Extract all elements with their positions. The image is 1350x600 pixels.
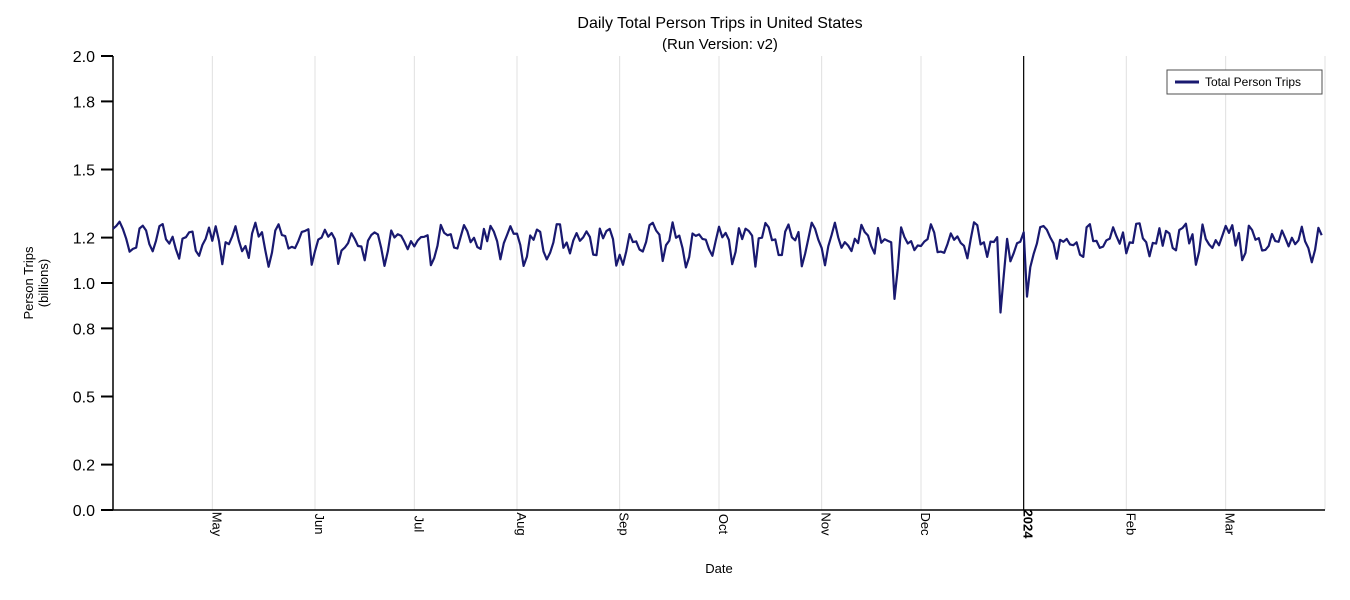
ytick-label: 0.5 bbox=[73, 390, 95, 407]
ytick-label: 1.0 bbox=[73, 276, 95, 293]
xtick-label: Mar bbox=[1223, 513, 1238, 536]
xtick-label: Oct bbox=[716, 514, 731, 535]
xtick-label: Feb bbox=[1123, 513, 1138, 535]
chart-container: Daily Total Person Trips in United State… bbox=[0, 0, 1350, 600]
ytick-label: 2.0 bbox=[73, 49, 95, 66]
ytick-label: 0.2 bbox=[73, 458, 95, 475]
xtick-label: Jul bbox=[411, 516, 426, 533]
xtick-label: May bbox=[209, 512, 224, 537]
xtick-label: Sep bbox=[617, 512, 632, 535]
ytick-label: 1.8 bbox=[73, 94, 95, 111]
ytick-label: 0.8 bbox=[73, 321, 95, 338]
chart-subtitle: (Run Version: v2) bbox=[662, 36, 778, 53]
xtick-label: Jun bbox=[312, 514, 327, 535]
ytick-label: 1.2 bbox=[73, 231, 95, 248]
ytick-label: 1.5 bbox=[73, 163, 95, 180]
ytick-label: 0.0 bbox=[73, 503, 95, 520]
x-axis-label: Date bbox=[705, 561, 732, 576]
legend-label: Total Person Trips bbox=[1205, 75, 1301, 89]
xtick-label: Aug bbox=[514, 512, 529, 535]
svg-text:(billions): (billions) bbox=[36, 259, 51, 307]
xtick-label: 2024 bbox=[1021, 510, 1036, 540]
xtick-label: Nov bbox=[819, 512, 834, 536]
xtick-label: Dec bbox=[918, 512, 933, 536]
svg-text:Person Trips: Person Trips bbox=[21, 246, 36, 319]
chart-title: Daily Total Person Trips in United State… bbox=[577, 15, 862, 32]
line-chart-svg: Daily Total Person Trips in United State… bbox=[0, 0, 1350, 600]
